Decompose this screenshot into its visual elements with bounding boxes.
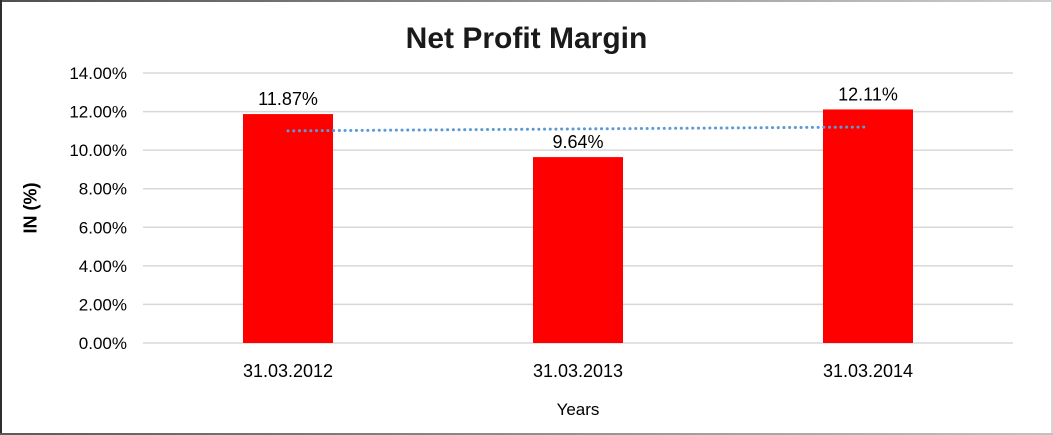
x-tick-label: 31.03.2012: [243, 361, 333, 381]
y-tick-label: 6.00%: [79, 218, 127, 237]
y-tick-label: 2.00%: [79, 295, 127, 314]
x-axis-title: Years: [556, 400, 600, 419]
frame-border-left: [0, 0, 2, 435]
x-tick-label: 31.03.2013: [533, 361, 623, 381]
y-tick-label: 0.00%: [79, 334, 127, 353]
y-tick-label: 10.00%: [69, 141, 127, 160]
bar-data-label: 12.11%: [838, 84, 898, 104]
bar: [823, 109, 913, 343]
bar: [243, 114, 333, 343]
bar-data-label: 11.87%: [258, 89, 318, 109]
bar: [533, 157, 623, 343]
bar-data-label: 9.64%: [552, 132, 603, 152]
y-tick-label: 8.00%: [79, 180, 127, 199]
chart-title: Net Profit Margin: [405, 22, 648, 55]
frame-border-right: [1051, 0, 1053, 435]
trendline: [286, 125, 870, 133]
frame-border-bottom: [0, 433, 1053, 435]
frame-border-top: [0, 0, 1053, 2]
y-tick-label: 14.00%: [69, 64, 127, 83]
y-tick-label: 12.00%: [69, 103, 127, 122]
x-tick-label: 31.03.2014: [823, 361, 913, 381]
y-tick-label: 4.00%: [79, 257, 127, 276]
